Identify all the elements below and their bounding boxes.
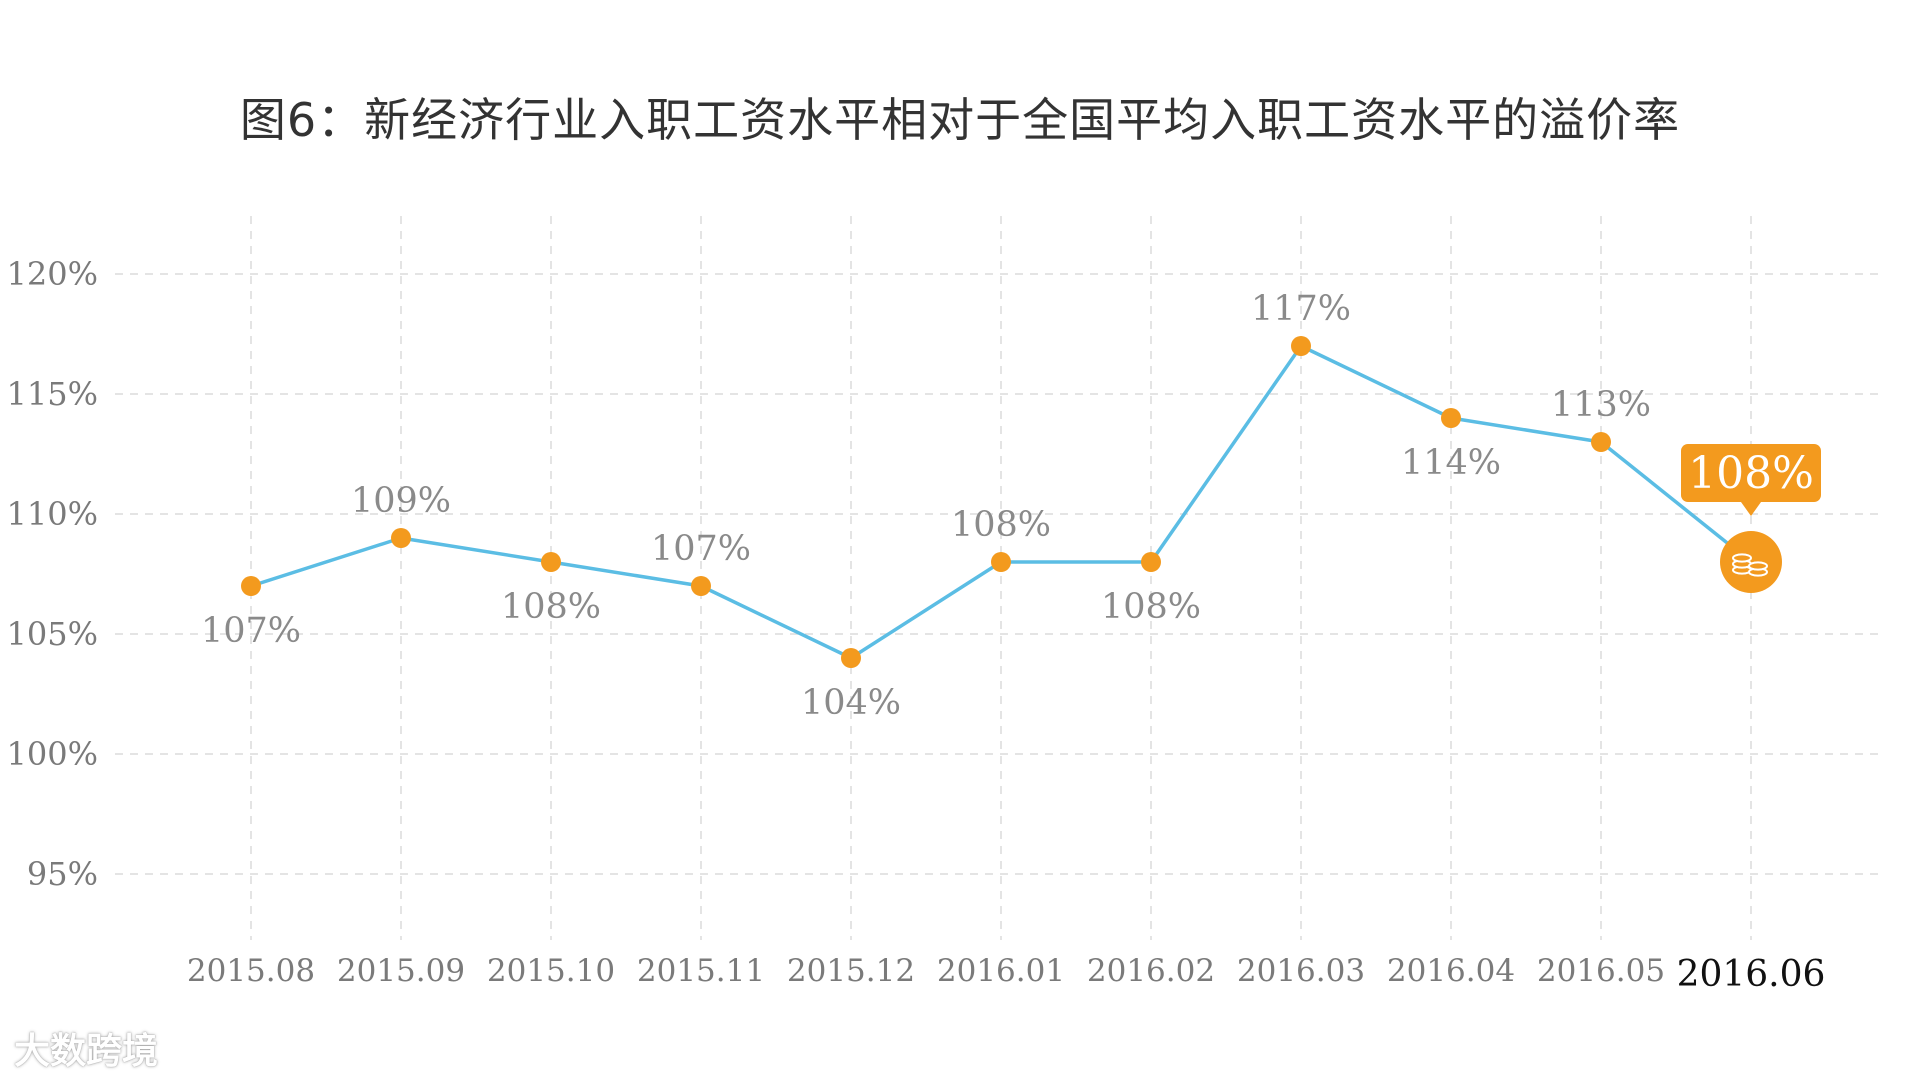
data-point: [1141, 552, 1161, 572]
callout-pointer: [1741, 502, 1761, 516]
x-tick-label: 2015.11: [637, 953, 765, 989]
data-point: [241, 576, 261, 596]
y-tick-label: 120%: [7, 255, 98, 293]
data-label: 107%: [651, 529, 751, 569]
data-label: 104%: [801, 683, 901, 723]
data-point: [541, 552, 561, 572]
x-tick-label: 2015.12: [787, 953, 915, 989]
watermark-logo: 大数跨境: [14, 1031, 159, 1072]
x-tick-label: 2016.01: [937, 953, 1065, 989]
callout-bubble: [1681, 444, 1821, 502]
coins-icon: [1732, 553, 1768, 577]
callout-label: 108%: [1688, 448, 1814, 499]
data-point: [391, 528, 411, 548]
data-label: 107%: [201, 611, 301, 651]
data-label: 108%: [501, 587, 601, 627]
data-label: 113%: [1551, 385, 1651, 425]
chart-title: 图6：新经济行业入职工资水平相对于全国平均入职工资水平的溢价率: [239, 93, 1681, 147]
x-tick-label: 2015.09: [337, 953, 465, 989]
x-tick-label: 2015.10: [487, 953, 615, 989]
y-tick-label: 115%: [7, 375, 98, 413]
x-tick-label: 2016.05: [1537, 953, 1665, 989]
data-point: [991, 552, 1011, 572]
data-label: 108%: [951, 505, 1051, 545]
data-point: [841, 648, 861, 668]
y-tick-label: 110%: [7, 495, 98, 533]
x-tick-label: 2016.06: [1677, 954, 1826, 995]
y-tick-label: 105%: [7, 615, 98, 653]
data-label: 114%: [1401, 443, 1501, 483]
x-tick-label: 2016.03: [1237, 953, 1365, 989]
x-tick-label: 2016.04: [1387, 953, 1515, 989]
data-label: 108%: [1101, 587, 1201, 627]
data-label: 117%: [1251, 289, 1351, 329]
data-label: 109%: [351, 481, 451, 521]
x-tick-label: 2016.02: [1087, 953, 1215, 989]
data-point: [1291, 336, 1311, 356]
x-tick-label: 2015.08: [187, 953, 315, 989]
data-point: [1591, 432, 1611, 452]
data-point: [691, 576, 711, 596]
y-tick-label: 100%: [7, 735, 98, 773]
data-point: [1441, 408, 1461, 428]
y-tick-label: 95%: [27, 855, 98, 893]
